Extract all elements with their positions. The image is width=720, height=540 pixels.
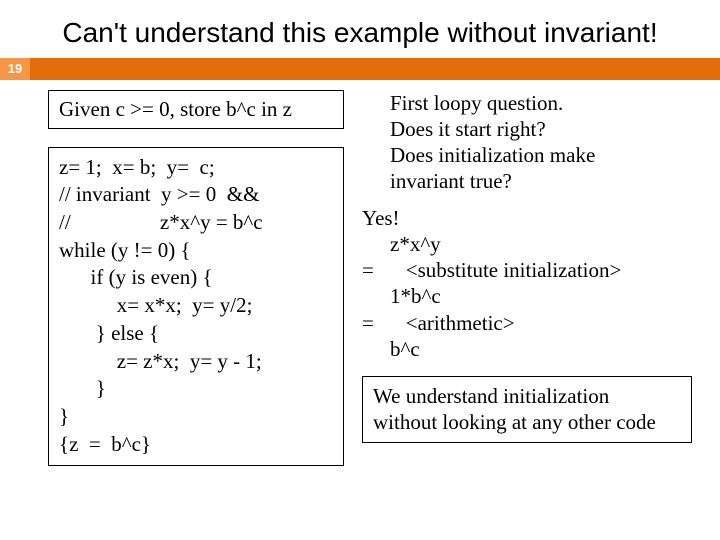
answer-text: <substitute initialization> bbox=[390, 257, 692, 283]
footer-line: We understand initialization bbox=[373, 383, 681, 409]
left-column: Given c >= 0, store b^c in z z= 1; x= b;… bbox=[48, 90, 358, 466]
answer-block: Yes! z*x^y = <substitute initialization>… bbox=[362, 205, 692, 363]
slide-number-bar: 19 bbox=[0, 58, 720, 80]
footer-line: without looking at any other code bbox=[373, 409, 681, 435]
code-box: z= 1; x= b; y= c; // invariant y >= 0 &&… bbox=[48, 147, 344, 466]
answer-eq: = bbox=[362, 257, 390, 283]
question-line: Does initialization make bbox=[390, 142, 692, 168]
right-column: First loopy question. Does it start righ… bbox=[358, 90, 692, 466]
answer-eq bbox=[362, 336, 390, 362]
content-area: Given c >= 0, store b^c in z z= 1; x= b;… bbox=[0, 80, 720, 466]
answer-eq: = bbox=[362, 310, 390, 336]
answer-text: z*x^y bbox=[390, 231, 692, 257]
answer-text: 1*b^c bbox=[390, 283, 692, 309]
answer-yes: Yes! bbox=[362, 205, 692, 231]
slide-title: Can't understand this example without in… bbox=[0, 0, 720, 58]
question-line: First loopy question. bbox=[390, 90, 692, 116]
answer-eq bbox=[362, 283, 390, 309]
answer-text: <arithmetic> bbox=[390, 310, 692, 336]
slide-number-badge: 19 bbox=[0, 58, 30, 80]
answer-text: b^c bbox=[390, 336, 692, 362]
question-block: First loopy question. Does it start righ… bbox=[390, 90, 692, 195]
question-line: Does it start right? bbox=[390, 116, 692, 142]
answer-eq bbox=[362, 231, 390, 257]
question-line: invariant true? bbox=[390, 168, 692, 194]
footer-box: We understand initialization without loo… bbox=[362, 376, 692, 443]
given-box: Given c >= 0, store b^c in z bbox=[48, 90, 344, 129]
